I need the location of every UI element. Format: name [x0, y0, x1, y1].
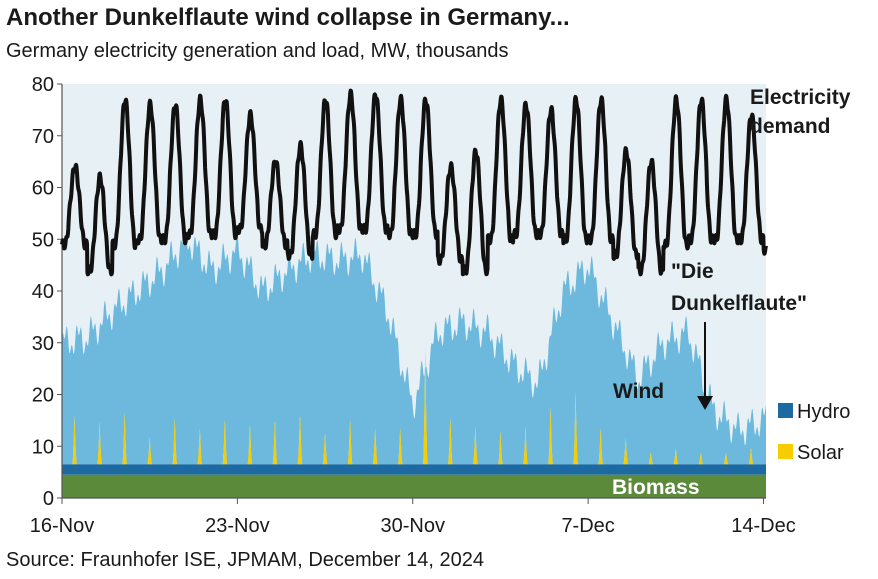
biomass-area: [62, 474, 766, 498]
y-tick-label: 80: [32, 74, 54, 96]
x-tick-label: 7-Dec: [561, 515, 614, 537]
legend-hydro-label: Hydro: [797, 401, 850, 423]
x-tick-label: 16-Nov: [30, 515, 94, 537]
stacked-areas: [62, 225, 766, 498]
x-tick-label: 23-Nov: [205, 515, 269, 537]
dunkelflaute-label-line2: Dunkelflaute": [671, 292, 807, 315]
wind-area: [62, 225, 766, 465]
y-tick-label: 0: [43, 488, 54, 510]
demand-label-line2: demand: [750, 115, 831, 138]
source-note: Source: Fraunhofer ISE, JPMAM, December …: [6, 549, 484, 571]
chart-subtitle: Germany electricity generation and load,…: [6, 40, 509, 62]
legend-solar-swatch: [778, 444, 793, 459]
legend-hydro-swatch: [778, 403, 793, 418]
y-tick-label: 70: [32, 126, 54, 148]
y-tick-label: 60: [32, 178, 54, 200]
demand-line-group: [60, 88, 768, 277]
x-tick-label: 14-Dec: [731, 515, 795, 537]
demand-label-line1: Electricity: [750, 86, 851, 109]
hydro-area: [62, 464, 766, 475]
dunkelflaute-label-line1: "Die: [671, 260, 714, 283]
electricity-demand-line: [60, 88, 768, 277]
wind-label: Wind: [613, 380, 664, 403]
y-tick-label: 50: [32, 229, 54, 251]
chart-title: Another Dunkelflaute wind collapse in Ge…: [6, 4, 570, 31]
y-tick-label: 30: [32, 333, 54, 355]
biomass-label: Biomass: [612, 476, 700, 499]
y-tick-label: 40: [32, 281, 54, 303]
dunkelflaute-arrow-head: [697, 396, 713, 410]
legend-solar-label: Solar: [797, 442, 844, 464]
axes: [57, 83, 766, 504]
x-tick-label: 30-Nov: [381, 515, 445, 537]
y-tick-label: 10: [32, 436, 54, 458]
y-tick-label: 20: [32, 385, 54, 407]
tick-labels: 0 10 20 30 40 50 60 70 80 16-Nov 23-Nov 30-Nov 7-Dec…: [30, 74, 796, 537]
